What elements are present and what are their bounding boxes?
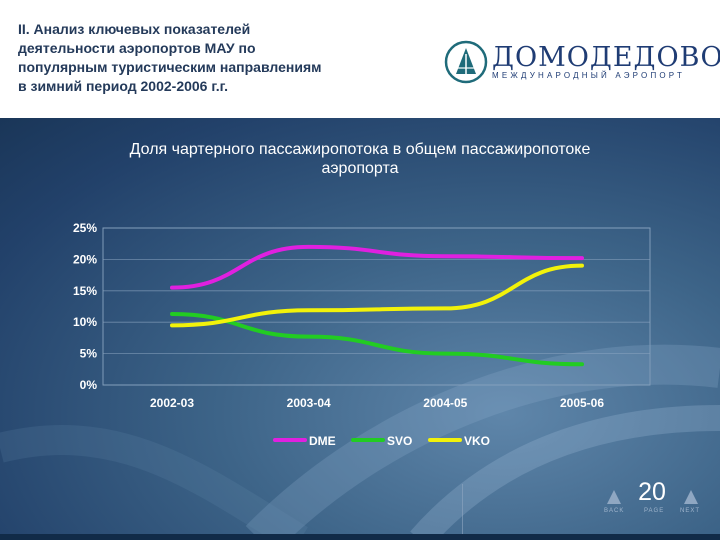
y-tick-label: 20% xyxy=(73,252,97,266)
series-line-dme xyxy=(170,244,584,290)
heading-line: деятельности аэропортов МАУ по xyxy=(18,40,256,56)
chart-title: Доля чартерного пассажиропотока в общем … xyxy=(0,140,720,178)
legend-label-svo: SVO xyxy=(387,434,412,448)
legend-label-vko: VKO xyxy=(464,434,490,448)
airport-logo-icon xyxy=(444,40,488,84)
series-line-svo xyxy=(170,312,584,367)
heading-line: в зимний период 2002-2006 г.г. xyxy=(18,78,228,94)
x-tick-label: 2005-06 xyxy=(560,396,604,410)
page-number: 20 xyxy=(638,478,666,506)
x-tick-label: 2002-03 xyxy=(150,396,194,410)
back-label: BACK xyxy=(604,508,625,514)
heading-line: II. Анализ ключевых показателей xyxy=(18,21,251,37)
y-tick-label: 10% xyxy=(73,315,97,329)
line-chart: 0% 5% 10% 15% 20% 25% 2002-03 2003-04 2004-05 200… xyxy=(73,221,651,448)
x-tick-label: 2003-04 xyxy=(287,396,331,410)
y-tick-label: 5% xyxy=(80,347,98,361)
background-swirl xyxy=(0,344,720,540)
back-arrow-icon[interactable] xyxy=(607,490,621,504)
y-tick-label: 0% xyxy=(80,378,98,392)
header-area: II. Анализ ключевых показателей деятельн… xyxy=(0,0,720,118)
series-line-vko xyxy=(170,263,584,328)
domodedovo-logo: ДОМОДЕДОВО МЕЖДУНАРОДНЫЙ АЭРОПОРТ xyxy=(444,40,720,88)
page-label: PAGE xyxy=(644,508,665,514)
chart-title-line: аэропорта xyxy=(321,160,399,177)
y-tick-label: 15% xyxy=(73,284,97,298)
next-arrow-icon[interactable] xyxy=(684,490,698,504)
chart-panel: Доля чартерного пассажиропотока в общем … xyxy=(0,118,720,540)
slide-heading: II. Анализ ключевых показателей деятельн… xyxy=(18,20,398,96)
next-label: NEXT xyxy=(680,508,701,514)
y-tick-label: 25% xyxy=(73,221,97,235)
chart-title-line: Доля чартерного пассажиропотока в общем … xyxy=(129,141,591,158)
bottom-bar xyxy=(0,534,720,540)
legend-label-dme: DME xyxy=(309,434,336,448)
pager-divider xyxy=(462,484,463,540)
logo-subtitle: МЕЖДУНАРОДНЫЙ АЭРОПОРТ xyxy=(492,71,686,80)
logo-name: ДОМОДЕДОВО xyxy=(492,42,720,73)
x-tick-label: 2004-05 xyxy=(423,396,467,410)
heading-line: популярным туристическим направлениям xyxy=(18,59,322,75)
